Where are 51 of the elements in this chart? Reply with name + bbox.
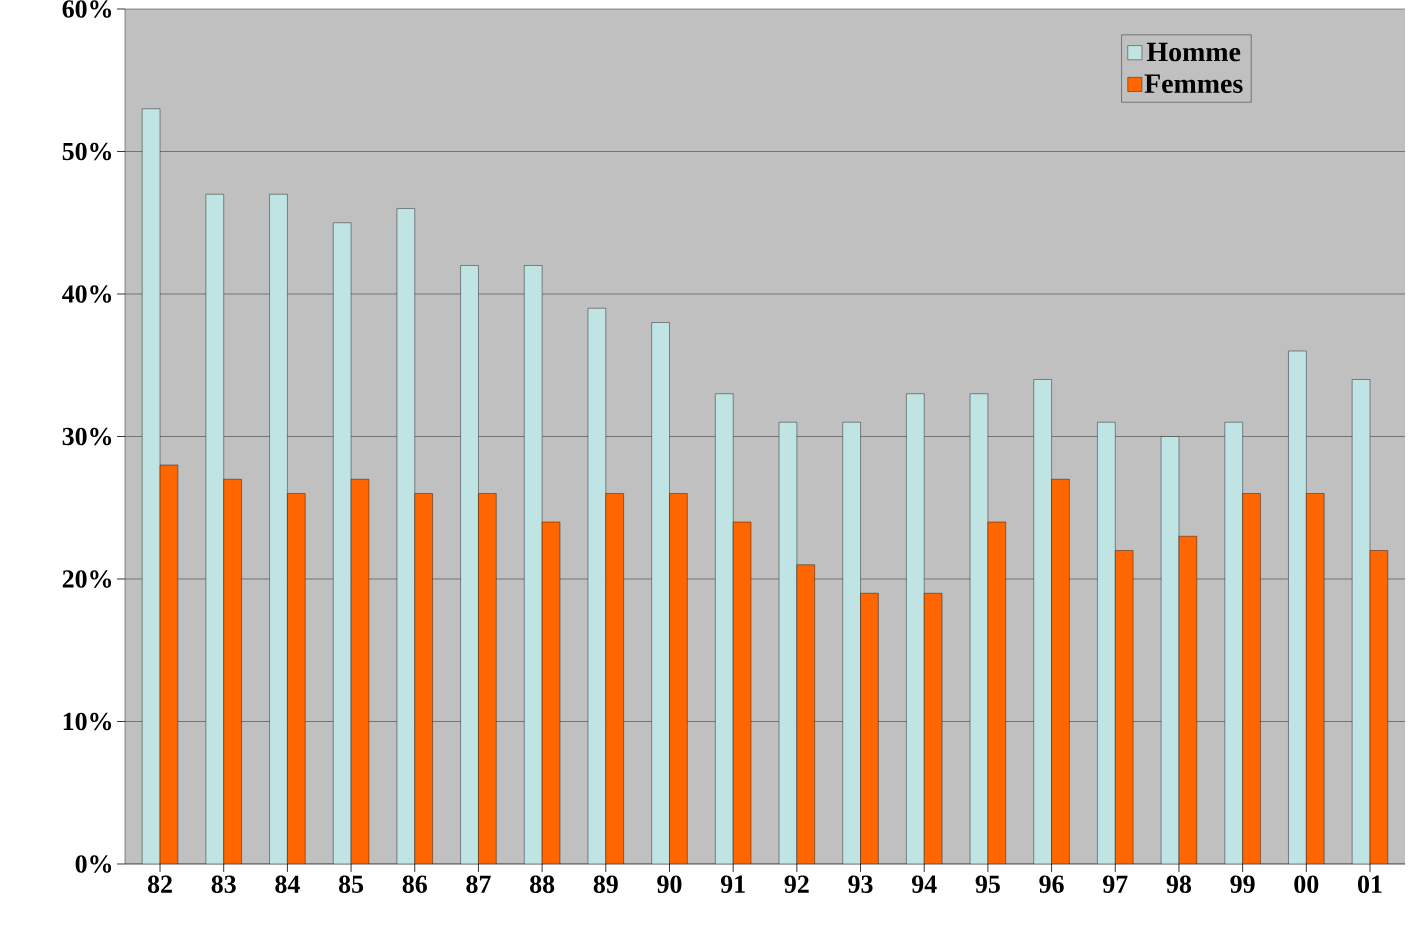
x-tick-label: 91 (720, 875, 745, 893)
x-tick-label: 93 (848, 875, 873, 893)
y-tick-label: 10% (63, 712, 112, 731)
bar (460, 265, 479, 864)
x-tick-label: 86 (402, 875, 427, 893)
bar (1051, 479, 1070, 864)
x-tick-label: 97 (1103, 875, 1128, 893)
y-tick-label: 50% (62, 142, 112, 161)
x-tick-label: 87 (466, 875, 491, 893)
y-tick-label: 30% (62, 427, 112, 446)
x-tick-label: 99 (1230, 875, 1255, 893)
bar (1242, 493, 1261, 864)
x-tick-label: 96 (1039, 875, 1064, 893)
bar (414, 493, 433, 864)
bar (1033, 379, 1052, 864)
bar (1224, 422, 1243, 864)
bar (669, 493, 688, 864)
x-tick-label: 84 (275, 875, 300, 893)
y-tick-label: 20% (62, 570, 112, 588)
y-tick-label: 60% (62, 0, 112, 18)
x-tick-label: 89 (593, 875, 618, 893)
bar (333, 222, 352, 864)
bar (1097, 422, 1116, 864)
y-tick-label: 40% (62, 285, 112, 303)
bar (605, 493, 624, 864)
x-tick-label: 01 (1358, 875, 1382, 893)
bar (287, 493, 306, 864)
x-tick-label: 92 (784, 875, 809, 893)
x-tick-label: 00 (1294, 875, 1319, 893)
legend-label: Homme (1146, 42, 1241, 62)
y-tick-label: 0% (75, 855, 112, 873)
x-tick-label: 83 (211, 875, 236, 893)
bar (142, 108, 161, 864)
bar (715, 393, 734, 864)
bar (1288, 350, 1307, 864)
x-tick-label: 90 (657, 875, 682, 893)
x-tick-label: 94 (911, 875, 937, 893)
bar (269, 194, 288, 864)
bar (396, 208, 415, 864)
bar (906, 393, 925, 864)
x-tick-label: 88 (530, 875, 555, 893)
x-tick-label: 98 (1166, 875, 1192, 893)
bar (651, 322, 670, 864)
x-tick-label: 95 (975, 875, 1000, 893)
bar (860, 593, 879, 864)
bar (478, 493, 497, 864)
legend-label: Femmes (1144, 74, 1243, 94)
bar (223, 479, 242, 864)
x-tick-label: 82 (147, 875, 172, 893)
x-tick-label: 85 (338, 875, 364, 893)
bar (842, 422, 861, 864)
